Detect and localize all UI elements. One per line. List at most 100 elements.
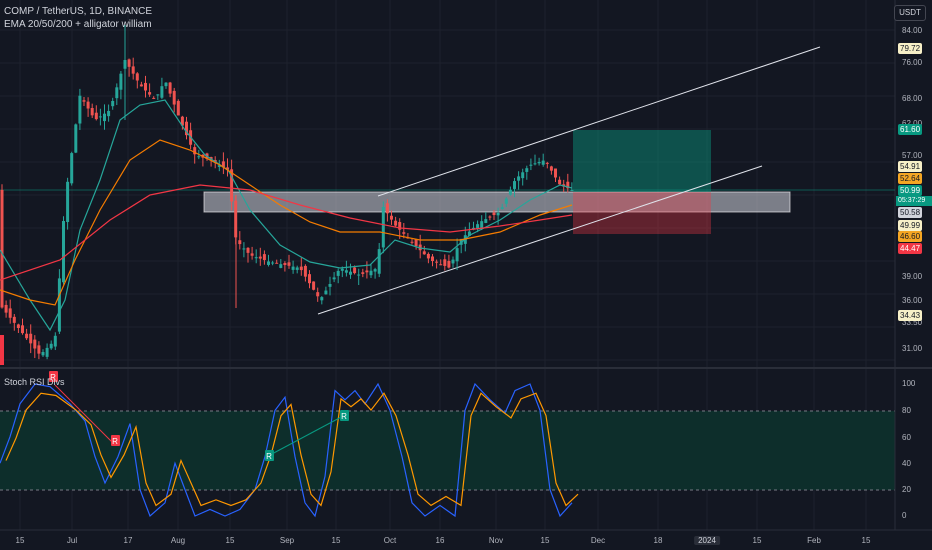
ema-200-line	[0, 184, 573, 281]
candle-body	[156, 94, 160, 96]
candle-body	[4, 304, 8, 313]
candle-body	[299, 266, 303, 271]
candle-body	[98, 116, 102, 118]
candle-body	[312, 281, 316, 290]
price-tick: 68.00	[902, 94, 923, 103]
candle-body	[262, 254, 266, 261]
price-tick: 31.00	[902, 344, 923, 353]
candle-body	[94, 112, 98, 120]
candle-body	[439, 264, 443, 266]
candle-body	[492, 212, 496, 215]
divergence-label: R	[266, 452, 272, 461]
candle-body	[410, 241, 414, 243]
price-tag: 44.47	[898, 243, 923, 254]
time-tick: Nov	[488, 536, 504, 545]
candle-body	[70, 153, 74, 184]
candle-body	[176, 100, 180, 116]
target-zone	[573, 130, 711, 192]
candle-body	[254, 257, 258, 259]
divergence-label-box	[265, 450, 274, 461]
currency-button[interactable]: USDT	[894, 5, 926, 21]
candle-body	[385, 203, 389, 214]
candle-body	[422, 251, 426, 255]
candle-body	[455, 248, 459, 262]
candle-body	[500, 207, 504, 209]
osc-tick: 40	[902, 459, 911, 468]
stoch-rsi-title[interactable]: Stoch RSI Divs	[4, 377, 65, 387]
candle-body	[12, 316, 16, 323]
candle-body	[361, 272, 365, 274]
candle-body	[152, 97, 156, 99]
candle-body	[529, 164, 533, 166]
candle-body	[41, 352, 45, 356]
candle-body	[353, 267, 357, 274]
candle-body	[230, 169, 234, 202]
price-tick: 76.00	[902, 58, 923, 67]
candle-body	[570, 189, 574, 191]
candle-body	[496, 212, 500, 216]
divergence-label-box	[111, 435, 120, 446]
time-tick: 18	[653, 536, 663, 545]
candle-body	[62, 221, 65, 283]
candle-body	[226, 167, 229, 170]
price-tag: 61.60	[898, 124, 923, 135]
candle-body	[115, 87, 119, 99]
osc-tick: 80	[902, 406, 911, 415]
price-tick: 57.00	[902, 151, 923, 160]
candle-body	[390, 215, 393, 220]
osc-tick: 20	[902, 485, 911, 494]
time-tick: 2024	[694, 536, 720, 545]
time-tick: 15	[861, 536, 871, 545]
price-tag: 50.58	[898, 207, 923, 218]
candle-body	[328, 284, 332, 287]
time-tick: 16	[435, 536, 445, 545]
candle-body	[119, 73, 123, 90]
candle-body	[344, 270, 348, 273]
candle-body	[49, 343, 53, 349]
candle-body	[78, 95, 82, 124]
candle-body	[554, 168, 557, 178]
ema-50-line	[0, 139, 573, 306]
candle-body	[484, 219, 488, 223]
candle-body	[431, 256, 434, 261]
price-tick: 62.00	[902, 119, 922, 128]
candle-body	[349, 271, 352, 275]
candle-body	[82, 100, 86, 102]
candle-body	[283, 263, 287, 265]
candle-body	[295, 267, 299, 270]
candle-body	[541, 160, 545, 165]
time-tick: 15	[225, 536, 235, 545]
candle-body	[381, 207, 385, 248]
candle-body	[8, 308, 12, 318]
osc-tick: 60	[902, 433, 911, 442]
candle-body	[545, 162, 549, 164]
price-tag: 49.99	[898, 220, 923, 231]
candle-body	[250, 253, 254, 256]
symbol-title[interactable]: COMP / TetherUS, 1D, BINANCE	[4, 6, 153, 17]
candle-body	[21, 325, 24, 334]
candle-body	[308, 274, 311, 284]
divergence-label: R	[341, 412, 347, 421]
stoch-k-line	[0, 382, 573, 518]
stop-zone	[573, 192, 711, 234]
candle-body	[271, 262, 275, 264]
candle-body	[33, 339, 37, 349]
price-tag: 79.72	[898, 43, 923, 54]
candle-body	[185, 121, 188, 136]
time-tick: 15	[15, 536, 25, 545]
candle-body	[267, 261, 270, 265]
candle-body	[369, 270, 373, 276]
divergence-line	[54, 384, 116, 446]
indicator-title[interactable]: EMA 20/50/200 + alligator william	[4, 19, 152, 30]
divergence-label: R	[112, 437, 118, 446]
candle-body	[139, 84, 143, 87]
candle-body	[336, 270, 340, 276]
candle-body	[0, 189, 4, 308]
candle-body	[480, 221, 484, 229]
candle-body	[74, 124, 78, 153]
price-tick: 84.00	[902, 26, 923, 35]
candle-body	[476, 224, 480, 230]
time-tick: 15	[331, 536, 341, 545]
candle-body	[258, 256, 262, 259]
